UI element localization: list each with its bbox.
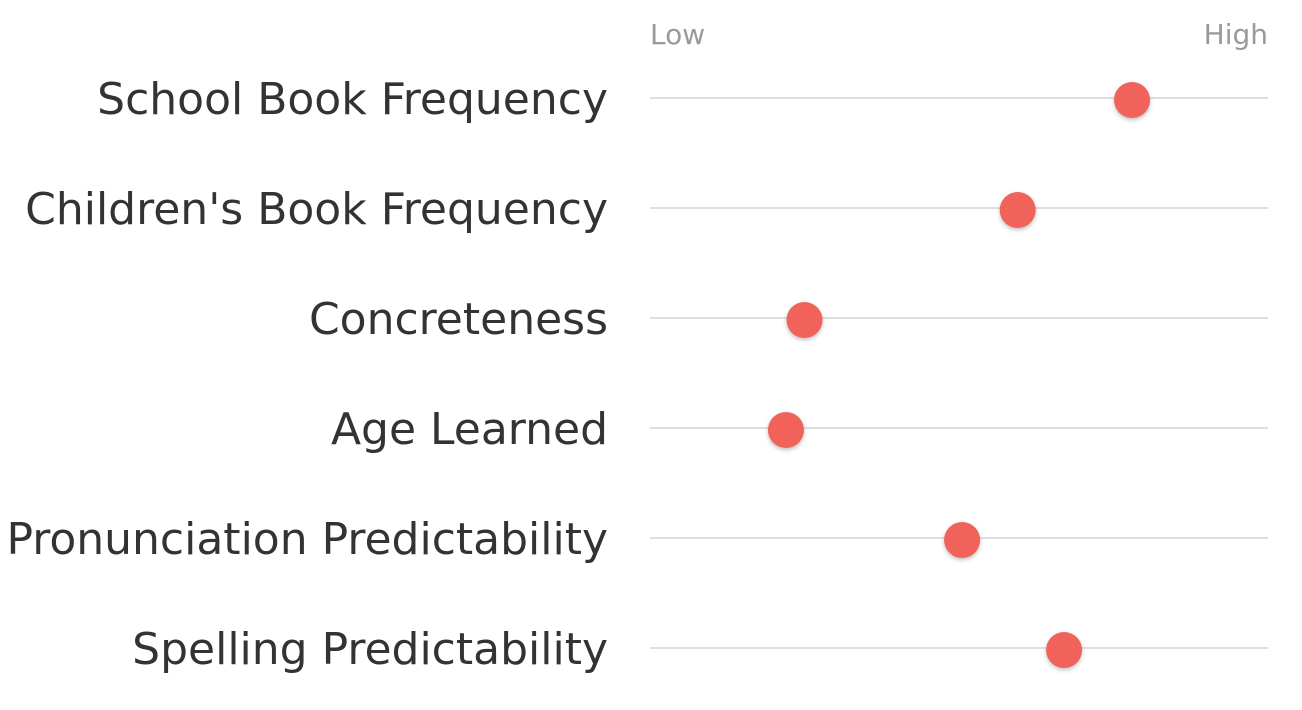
row-label: Age Learned: [331, 404, 608, 455]
chart-rows: School Book Frequency Children's Book Fre…: [6, 74, 1268, 675]
data-point-dot: [944, 522, 981, 558]
row-label: Children's Book Frequency: [25, 184, 608, 235]
data-point-dot: [1046, 632, 1083, 668]
scale-high-label: High: [1204, 18, 1268, 51]
row-label: School Book Frequency: [97, 74, 608, 125]
scale-low-label: Low: [650, 18, 705, 51]
data-point-dot: [1114, 82, 1151, 118]
data-point-dot: [999, 192, 1036, 228]
data-point-dot: [786, 302, 823, 338]
data-point-dot: [767, 412, 804, 448]
row-label: Concreteness: [309, 294, 608, 345]
row-label: Spelling Predictability: [132, 624, 608, 675]
row-label: Pronunciation Predictability: [6, 514, 608, 565]
